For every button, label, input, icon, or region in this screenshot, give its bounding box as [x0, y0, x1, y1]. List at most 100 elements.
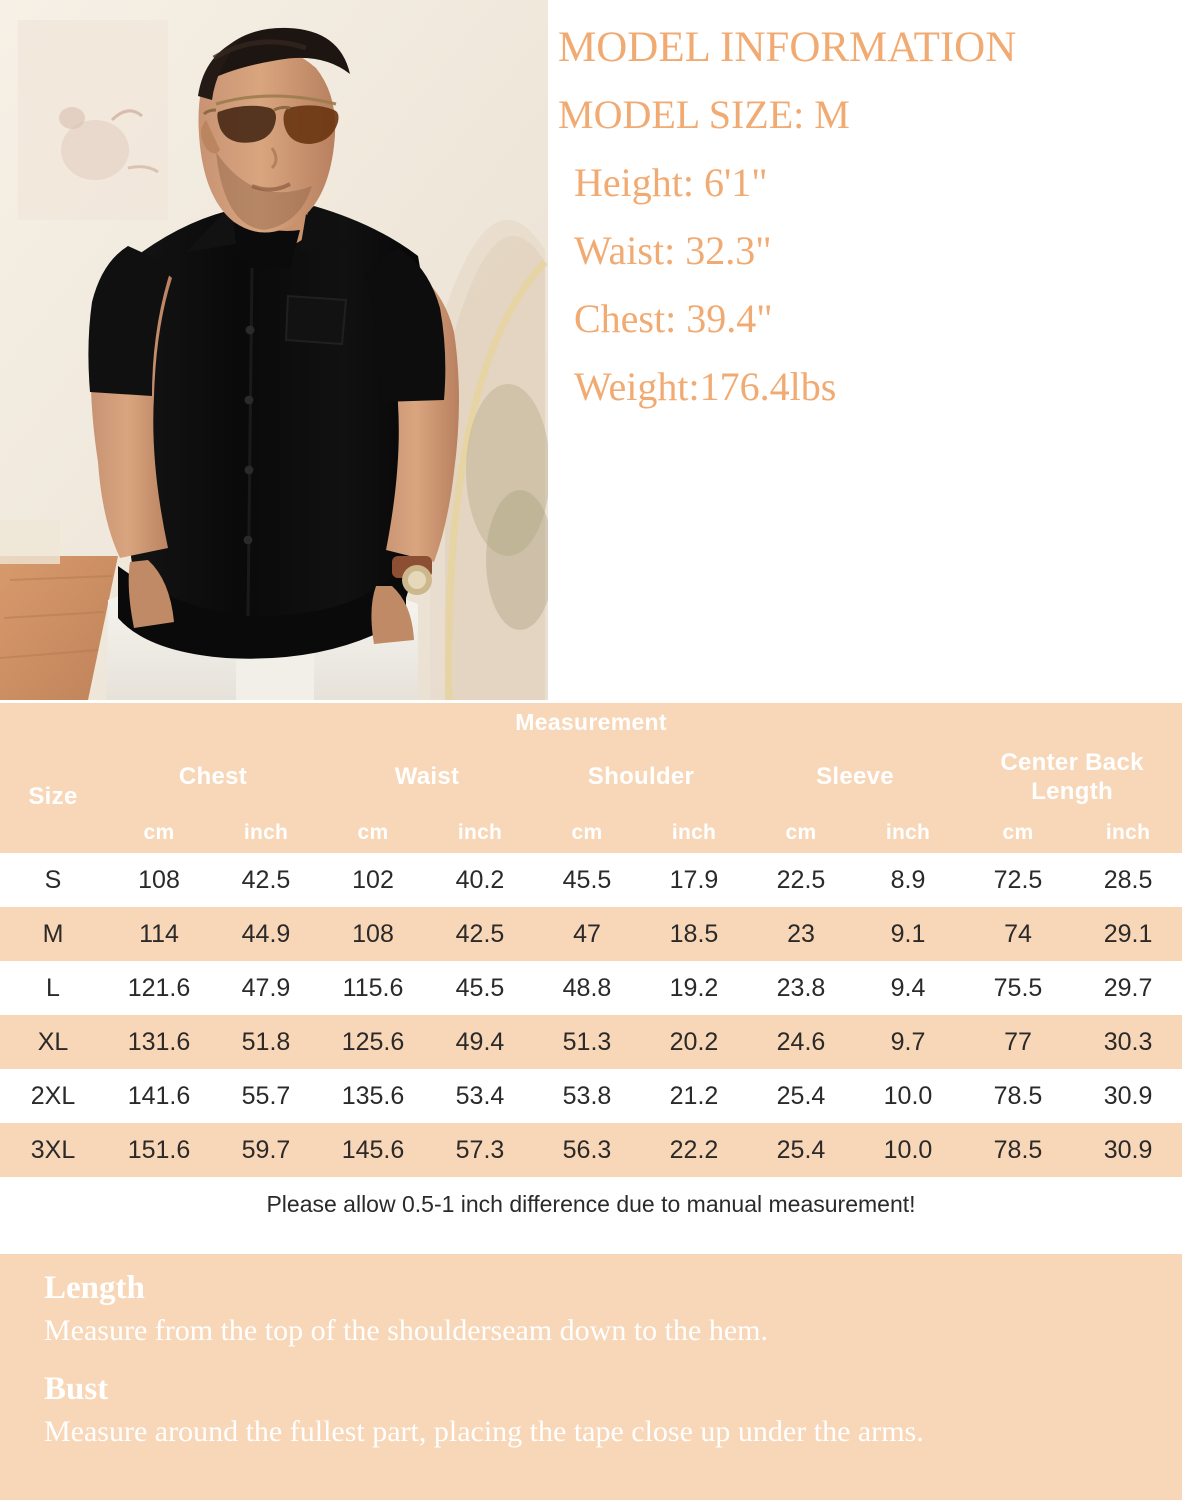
cell-value: 115.6: [320, 961, 426, 1015]
cell-value: 20.2: [640, 1015, 748, 1069]
cell-value: 77: [962, 1015, 1074, 1069]
column-header-size: Size: [0, 741, 106, 853]
cell-value: 135.6: [320, 1069, 426, 1123]
cell-value: 114: [106, 907, 212, 961]
cell-value: 53.8: [534, 1069, 640, 1123]
cell-size: S: [0, 853, 106, 907]
guide-bust-heading: Bust: [44, 1370, 109, 1407]
cell-value: 19.2: [640, 961, 748, 1015]
table-row: S 108 42.5 102 40.2 45.5 17.9 22.5 8.9 72.5 28.5: [0, 853, 1182, 907]
measurement-title: Measurement: [0, 703, 1182, 741]
unit-chest-inch: inch: [212, 813, 320, 853]
column-header-center-back-length: Center Back Length: [962, 741, 1182, 813]
measurement-title-row: Measurement: [0, 703, 1182, 741]
cell-value: 8.9: [854, 853, 962, 907]
cell-size: M: [0, 907, 106, 961]
table-row: M 114 44.9 108 42.5 47 18.5 23 9.1 74 29.1: [0, 907, 1182, 961]
guide-length-heading: Length: [44, 1270, 145, 1306]
cell-value: 9.1: [854, 907, 962, 961]
guide-bust-text: Measure around the fullest part, placing…: [44, 1415, 924, 1449]
model-size-line: MODEL SIZE: M: [558, 92, 850, 137]
cell-value: 151.6: [106, 1123, 212, 1177]
unit-cbl-cm: cm: [962, 813, 1074, 853]
cell-value: 145.6: [320, 1123, 426, 1177]
model-information-block: MODEL INFORMATION MODEL SIZE: M Height: …: [558, 26, 1178, 596]
model-chest-line: Chest: 39.4": [574, 296, 773, 341]
cell-size: 2XL: [0, 1069, 106, 1123]
cell-value: 49.4: [426, 1015, 534, 1069]
cell-value: 29.1: [1074, 907, 1182, 961]
top-section: MODEL INFORMATION MODEL SIZE: M Height: …: [0, 0, 1182, 703]
model-waist-line: Waist: 32.3": [574, 228, 772, 273]
cell-value: 21.2: [640, 1069, 748, 1123]
cell-value: 18.5: [640, 907, 748, 961]
cell-value: 108: [320, 907, 426, 961]
cell-value: 17.9: [640, 853, 748, 907]
model-weight-line: Weight:176.4lbs: [574, 364, 837, 409]
cell-value: 9.4: [854, 961, 962, 1015]
model-photo: [0, 0, 548, 700]
cell-size: L: [0, 961, 106, 1015]
cell-value: 10.0: [854, 1123, 962, 1177]
unit-chest-cm: cm: [106, 813, 212, 853]
cell-value: 125.6: [320, 1015, 426, 1069]
unit-waist-inch: inch: [426, 813, 534, 853]
table-row: XL 131.6 51.8 125.6 49.4 51.3 20.2 24.6 9.7 77 30.…: [0, 1015, 1182, 1069]
cell-value: 25.4: [748, 1123, 854, 1177]
unit-sleeve-cm: cm: [748, 813, 854, 853]
unit-sleeve-inch: inch: [854, 813, 962, 853]
table-row: L 121.6 47.9 115.6 45.5 48.8 19.2 23.8 9.4 75.5 29…: [0, 961, 1182, 1015]
cell-value: 141.6: [106, 1069, 212, 1123]
cell-value: 47: [534, 907, 640, 961]
guide-length-text: Measure from the top of the shoulderseam…: [44, 1314, 768, 1348]
cell-value: 42.5: [426, 907, 534, 961]
cell-value: 47.9: [212, 961, 320, 1015]
cell-value: 55.7: [212, 1069, 320, 1123]
column-header-sleeve: Sleeve: [748, 741, 962, 813]
cell-value: 44.9: [212, 907, 320, 961]
cell-size: 3XL: [0, 1123, 106, 1177]
cell-value: 78.5: [962, 1069, 1074, 1123]
unit-shoulder-inch: inch: [640, 813, 748, 853]
cell-value: 29.7: [1074, 961, 1182, 1015]
cell-value: 59.7: [212, 1123, 320, 1177]
cell-value: 23.8: [748, 961, 854, 1015]
model-height-line: Height: 6'1": [574, 160, 768, 205]
cell-value: 102: [320, 853, 426, 907]
size-table-head: Measurement Size Chest Waist Shoulder Sl…: [0, 703, 1182, 853]
cell-value: 30.9: [1074, 1123, 1182, 1177]
cell-size: XL: [0, 1015, 106, 1069]
column-header-chest: Chest: [106, 741, 320, 813]
unit-shoulder-cm: cm: [534, 813, 640, 853]
cell-value: 72.5: [962, 853, 1074, 907]
cell-value: 56.3: [534, 1123, 640, 1177]
model-information-title: MODEL INFORMATION: [558, 24, 1017, 71]
cell-value: 9.7: [854, 1015, 962, 1069]
cell-value: 53.4: [426, 1069, 534, 1123]
column-header-waist: Waist: [320, 741, 534, 813]
measurement-note: Please allow 0.5-1 inch difference due t…: [0, 1177, 1182, 1231]
cell-value: 45.5: [534, 853, 640, 907]
cell-value: 40.2: [426, 853, 534, 907]
cell-value: 75.5: [962, 961, 1074, 1015]
cell-value: 51.3: [534, 1015, 640, 1069]
cell-value: 51.8: [212, 1015, 320, 1069]
cell-value: 108: [106, 853, 212, 907]
cell-value: 78.5: [962, 1123, 1074, 1177]
unit-header-row: cm inch cm inch cm inch cm inch cm inch: [0, 813, 1182, 853]
group-header-row: Size Chest Waist Shoulder Sleeve Center …: [0, 741, 1182, 853]
cell-value: 57.3: [426, 1123, 534, 1177]
cell-value: 30.3: [1074, 1015, 1182, 1069]
cell-value: 48.8: [534, 961, 640, 1015]
cell-value: 24.6: [748, 1015, 854, 1069]
cell-value: 10.0: [854, 1069, 962, 1123]
table-row: 2XL 141.6 55.7 135.6 53.4 53.8 21.2 25.4 10.0 78.…: [0, 1069, 1182, 1123]
cell-value: 74: [962, 907, 1074, 961]
cell-value: 28.5: [1074, 853, 1182, 907]
cell-value: 42.5: [212, 853, 320, 907]
cell-value: 131.6: [106, 1015, 212, 1069]
table-row: 3XL 151.6 59.7 145.6 57.3 56.3 22.2 25.4 10.0 78.…: [0, 1123, 1182, 1177]
cell-value: 23: [748, 907, 854, 961]
cell-value: 121.6: [106, 961, 212, 1015]
